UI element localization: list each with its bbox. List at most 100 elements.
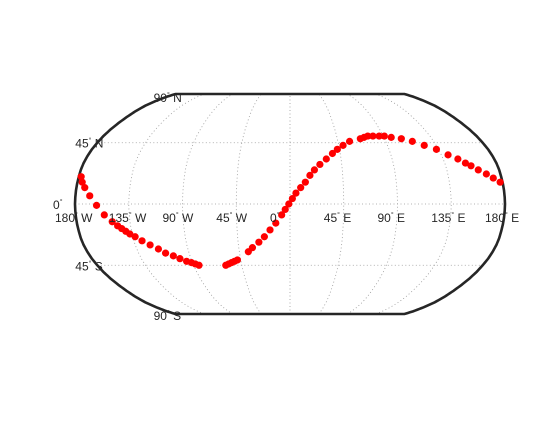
- parallel-label: 0°: [53, 198, 63, 212]
- data-point: [306, 171, 314, 179]
- data-point: [161, 249, 170, 257]
- meridian-label-degrees: 0: [270, 211, 277, 225]
- meridian-label-degrees: 135: [109, 211, 129, 225]
- degree-symbol: °: [75, 211, 78, 219]
- map-outline: [73, 92, 507, 316]
- data-point: [92, 201, 101, 209]
- meridian-label-degrees: 135: [431, 211, 451, 225]
- degree-symbol: °: [277, 211, 280, 219]
- data-point: [154, 245, 163, 253]
- meridian-label-degrees: 45: [216, 211, 230, 225]
- data-point: [316, 160, 324, 169]
- meridian-line: [235, 93, 262, 315]
- data-point: [108, 218, 116, 226]
- parallel-label: 45° S: [75, 259, 103, 273]
- degree-symbol: °: [129, 211, 132, 219]
- degree-symbol: °: [230, 211, 233, 219]
- data-point: [322, 155, 330, 163]
- data-point: [248, 244, 257, 252]
- data-point: [375, 132, 383, 140]
- data-point: [86, 192, 94, 200]
- data-point: [266, 226, 274, 234]
- meridian-label-hemisphere: E: [340, 211, 351, 225]
- data-point: [432, 145, 441, 153]
- data-point: [454, 155, 462, 163]
- data-point: [333, 145, 341, 153]
- meridian-label-hemisphere: E: [394, 211, 405, 225]
- meridian-label: 45° W: [216, 211, 248, 225]
- graticule: [75, 93, 505, 315]
- degree-symbol: °: [167, 309, 170, 317]
- meridian-label: 90° W: [163, 211, 195, 225]
- data-point: [272, 219, 280, 227]
- meridian-line: [128, 93, 205, 315]
- meridian-label-hemisphere: E: [454, 211, 465, 225]
- degree-symbol: °: [391, 211, 394, 219]
- data-point: [408, 137, 416, 145]
- parallel-label-degrees: 0: [53, 198, 60, 212]
- parallel-label-hemisphere: N: [91, 137, 103, 151]
- parallel-label-hemisphere: S: [91, 259, 102, 273]
- meridian-label: 135° W: [109, 211, 147, 225]
- data-point: [339, 141, 347, 149]
- meridian-label: 180° E: [485, 211, 519, 225]
- data-point: [461, 159, 470, 167]
- meridian-label-hemisphere: W: [179, 211, 194, 225]
- degree-symbol: °: [89, 137, 92, 145]
- parallel-label: 45° N: [75, 137, 103, 151]
- meridian-label-hemisphere: W: [132, 211, 147, 225]
- map-frame: [73, 92, 507, 316]
- parallel-label-hemisphere: S: [170, 309, 181, 323]
- data-point: [131, 233, 139, 241]
- parallel-label: 90° N: [154, 91, 182, 105]
- data-point: [278, 211, 286, 219]
- data-point: [292, 189, 300, 197]
- meridian-line: [375, 93, 452, 315]
- data-point: [310, 166, 319, 174]
- degree-symbol: °: [60, 198, 63, 206]
- data-point: [467, 162, 475, 170]
- meridian-label-hemisphere: W: [78, 211, 93, 225]
- data-point: [146, 241, 154, 249]
- degree-symbol: °: [176, 211, 179, 219]
- data-point: [345, 137, 354, 145]
- meridian-label-degrees: 180: [485, 211, 505, 225]
- meridian-label-degrees: 45: [324, 211, 338, 225]
- data-point: [328, 149, 337, 158]
- data-point: [138, 237, 146, 245]
- data-point: [489, 174, 497, 182]
- data-point: [288, 194, 296, 203]
- data-point: [176, 255, 184, 263]
- degree-symbol: °: [167, 91, 170, 99]
- data-point: [169, 252, 177, 260]
- meridian-label: 90° E: [378, 211, 406, 225]
- data-points: [77, 132, 504, 269]
- meridian-label-hemisphere: W: [232, 211, 247, 225]
- data-point: [380, 132, 388, 140]
- degree-symbol: °: [451, 211, 454, 219]
- data-point: [301, 178, 309, 186]
- data-point: [78, 178, 86, 186]
- meridian-label-hemisphere: E: [508, 211, 519, 225]
- meridian-line: [182, 93, 233, 315]
- data-point: [77, 173, 85, 181]
- data-point: [444, 151, 452, 159]
- parallel-label-degrees: 90: [154, 91, 168, 105]
- data-point: [255, 238, 263, 246]
- data-point: [233, 256, 242, 264]
- meridian-label-degrees: 90: [378, 211, 392, 225]
- meridian-label-degrees: 180: [55, 211, 75, 225]
- meridian-label-degrees: 90: [163, 211, 177, 225]
- parallel-label-degrees: 45: [75, 259, 89, 273]
- degree-symbol: °: [89, 259, 92, 267]
- degree-symbol: °: [505, 211, 508, 219]
- data-point: [474, 166, 482, 174]
- data-point: [420, 141, 428, 149]
- data-point: [496, 178, 504, 186]
- parallel-label-hemisphere: N: [170, 91, 182, 105]
- meridian-label: 135° E: [431, 211, 465, 225]
